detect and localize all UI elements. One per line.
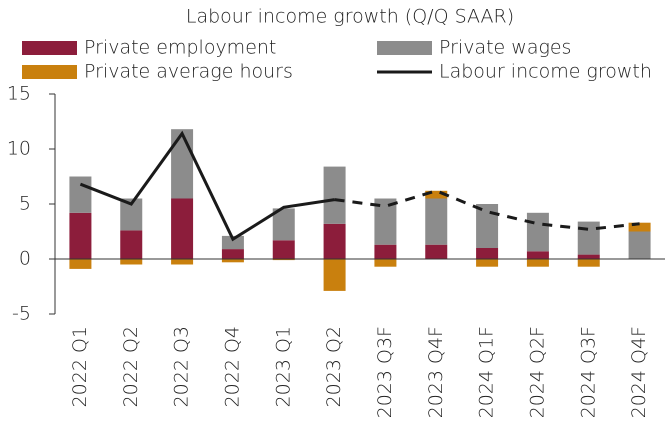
y-tick-label: 5 xyxy=(19,193,31,215)
x-tick-label: 2024 Q4F xyxy=(628,326,650,418)
legend-label: Private employment xyxy=(84,37,276,59)
bar xyxy=(171,198,194,259)
bar xyxy=(577,259,600,267)
x-tick-label: 2024 Q2F xyxy=(526,326,548,418)
legend-swatch xyxy=(22,41,77,55)
legend-label: Labour income growth xyxy=(439,61,652,83)
x-tick-label: 2023 Q1 xyxy=(272,326,294,407)
bar xyxy=(628,222,651,232)
y-tick-label: 15 xyxy=(7,83,31,105)
bar xyxy=(221,235,244,250)
line-series xyxy=(79,130,335,242)
legend-swatch xyxy=(377,41,432,55)
legend-label: Private wages xyxy=(439,37,571,59)
chart-title: Labour income growth (Q/Q SAAR) xyxy=(186,6,514,28)
bar xyxy=(323,166,346,224)
bar xyxy=(374,244,397,259)
x-tick-label: 2023 Q2 xyxy=(323,326,345,407)
bar xyxy=(526,259,549,267)
bar xyxy=(374,259,397,267)
bar xyxy=(221,259,244,263)
bar xyxy=(323,223,346,259)
bar xyxy=(628,231,651,259)
bar xyxy=(374,198,397,245)
y-tick-label: 10 xyxy=(7,138,31,160)
bar xyxy=(120,259,143,265)
bar xyxy=(171,259,194,265)
bar xyxy=(476,204,499,248)
bar xyxy=(526,212,549,252)
x-tick-label: 2022 Q4 xyxy=(221,326,243,407)
bar xyxy=(120,198,143,231)
bar xyxy=(272,259,295,261)
bar xyxy=(577,254,600,259)
bar xyxy=(272,240,295,259)
x-tick-label: 2023 Q4F xyxy=(425,326,447,418)
bar xyxy=(272,208,295,241)
bar xyxy=(526,251,549,259)
legend-swatch xyxy=(22,65,77,79)
bar xyxy=(476,248,499,259)
bar xyxy=(425,198,448,245)
y-tick-label: 0 xyxy=(19,248,31,270)
x-tick-label: 2024 Q1F xyxy=(476,326,498,418)
bar xyxy=(69,176,92,213)
bar xyxy=(120,230,143,259)
bar xyxy=(221,249,244,259)
bar xyxy=(476,259,499,267)
bar xyxy=(171,129,194,199)
x-tick-label: 2022 Q1 xyxy=(69,326,91,407)
x-tick-label: 2023 Q3F xyxy=(374,326,396,418)
x-tick-label: 2022 Q2 xyxy=(120,326,142,407)
bar xyxy=(323,259,346,291)
legend-label: Private average hours xyxy=(84,61,293,83)
bar xyxy=(69,259,92,269)
y-tick-label: -5 xyxy=(12,303,31,325)
x-tick-label: 2022 Q3 xyxy=(171,326,193,407)
bar xyxy=(425,244,448,259)
x-tick-label: 2024 Q3F xyxy=(577,326,599,418)
bar xyxy=(577,221,600,255)
bar xyxy=(69,212,92,259)
bar xyxy=(425,190,448,199)
